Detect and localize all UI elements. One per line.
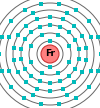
Circle shape <box>41 45 59 63</box>
Text: Fr: Fr <box>45 49 55 59</box>
